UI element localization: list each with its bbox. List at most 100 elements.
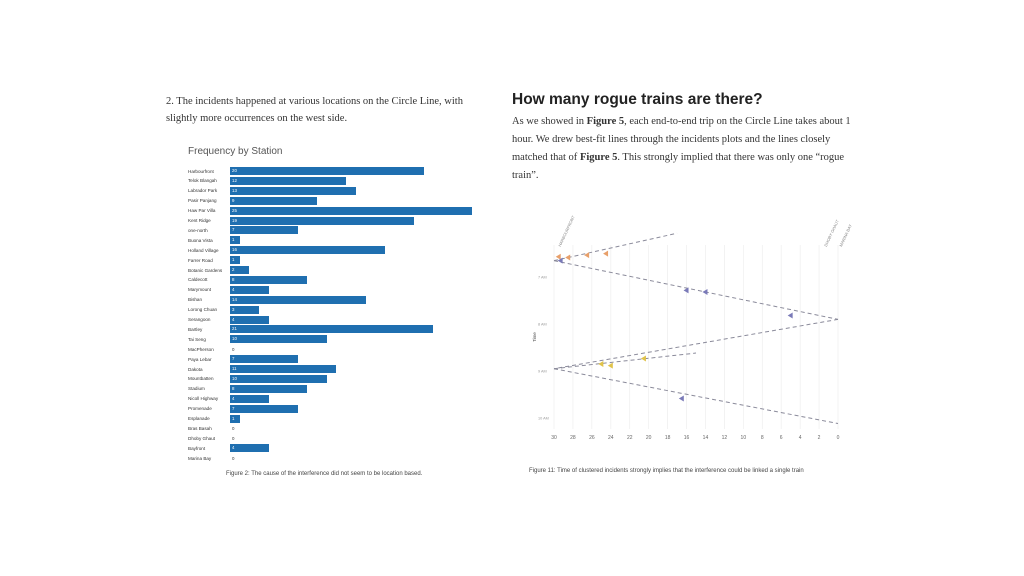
x-tick-label: 24	[608, 435, 614, 441]
x-tick-label: 6	[780, 435, 783, 441]
bar: 12	[230, 176, 347, 185]
bar-label: Lorong Chuan	[188, 307, 218, 313]
bar-value: 1	[232, 257, 235, 263]
bar-row: Buona Vista 1	[188, 235, 240, 245]
explanation-paragraph: As we showed in Figure 5, each end-to-en…	[512, 113, 857, 185]
bar-value: 4	[232, 316, 235, 322]
y-tick-label: 7 AM	[538, 275, 547, 279]
bar-value: 10	[232, 375, 237, 381]
bar-label: Paya Lebar	[188, 356, 212, 362]
bar-row: Telok Blangah 12	[188, 176, 347, 186]
bar-value: 10	[232, 336, 237, 342]
trend-line	[553, 352, 697, 370]
bar: 25	[230, 206, 472, 215]
bar: 21	[230, 325, 434, 334]
data-point	[607, 362, 613, 369]
data-point	[565, 254, 571, 261]
bar-row: Bayfront 4	[188, 443, 269, 453]
bar-value: 25	[232, 207, 237, 213]
x-tick-label: 0	[837, 435, 840, 441]
y-tick-label: 10 AM	[538, 416, 549, 420]
bar-value: 2	[232, 267, 235, 272]
station-label: HARBOURFRONT	[557, 214, 576, 247]
para-text-1: As we showed in	[512, 116, 587, 127]
bar-row: Marymount 4	[188, 285, 269, 295]
y-tick-label: 8 AM	[538, 322, 547, 326]
bar-value: 9	[232, 197, 235, 203]
bar-label: Bras Basah	[188, 425, 212, 431]
bar-label: Esplanade	[188, 416, 210, 421]
x-tick-label: 26	[589, 435, 595, 441]
bar-label: Bartley	[188, 326, 203, 332]
bar-row: Kent Ridge 19	[188, 216, 414, 226]
bar-value: 20	[232, 168, 237, 173]
bar-row: Pasir Panjang 9	[188, 196, 318, 206]
station-label: MARINA BAY	[838, 223, 853, 247]
bar: 4	[230, 394, 269, 403]
data-point	[640, 355, 646, 362]
bar-label: Telok Blangah	[188, 178, 217, 184]
x-tick-label: 2	[818, 435, 821, 441]
bar-value: 8	[232, 276, 235, 282]
bar-value: 4	[232, 445, 235, 451]
bar-label: Marina Bay	[188, 455, 212, 461]
bar-label: Buona Vista	[188, 237, 213, 243]
figure-11-caption: Figure 11: Time of clustered incidents s…	[529, 468, 804, 474]
bar-value: 0	[232, 425, 235, 431]
bar-value: 7	[232, 356, 235, 362]
bar-value: 13	[232, 187, 237, 193]
trend-line	[553, 232, 678, 262]
bar-label: Kent Ridge	[188, 218, 211, 223]
bar: 14	[230, 295, 366, 304]
data-point	[678, 395, 684, 402]
bar-value: 0	[232, 435, 235, 441]
bar-row: Nicoll Highway 4	[188, 394, 269, 404]
y-tick-label: 9 AM	[538, 369, 547, 373]
bar-value: 19	[232, 217, 237, 223]
bar-value: 7	[232, 227, 235, 233]
y-axis-label: Time	[532, 332, 537, 342]
bar-label: Harbourfront	[188, 168, 214, 174]
bar-value: 11	[232, 366, 237, 371]
bar: 3	[230, 305, 260, 314]
bar-row: Esplanade 1	[188, 414, 240, 424]
figure-5-ref: Figure 5	[586, 116, 625, 127]
data-point	[557, 257, 563, 264]
data-point	[702, 288, 708, 295]
bar-row: Bishan 14	[188, 295, 366, 305]
bar-row: Caldecott 8	[188, 275, 308, 285]
bar: 7	[230, 226, 298, 235]
bar-row: Farrer Road 1	[188, 255, 240, 265]
bar-label: Labrador Park	[188, 188, 218, 194]
bar-row: Holland Village 16	[188, 245, 385, 255]
bar-label: Bayfront	[188, 445, 206, 451]
bar-value: 3	[232, 306, 235, 312]
para-text-2: , each end-to-end trip on the Circle Lin…	[512, 116, 851, 163]
bar: 2	[230, 266, 250, 274]
bar: 19	[230, 216, 414, 225]
bar-label: Promenade	[188, 406, 212, 412]
bar-row: Lorong Chuan 3	[188, 305, 260, 315]
bar-row: Botanic Gardens 2	[188, 265, 250, 275]
bar-value: 1	[232, 237, 235, 243]
x-tick-label: 4	[799, 435, 802, 441]
bar-value: 16	[232, 247, 237, 253]
bar: 7	[230, 404, 298, 413]
data-point	[603, 250, 609, 257]
bar-label: Farrer Road	[188, 257, 213, 263]
figure-2-caption: Figure 2: The cause of the interference …	[226, 471, 423, 477]
x-tick-label: 20	[646, 435, 652, 441]
bar-value: 0	[232, 346, 235, 352]
bar-value: 21	[232, 326, 237, 332]
data-point	[598, 361, 604, 368]
bar: 8	[230, 275, 308, 284]
x-tick-label: 10	[741, 435, 747, 441]
x-tick-label: 16	[684, 435, 690, 441]
bar-label: one-north	[188, 227, 208, 233]
bar-row: one-north 7	[188, 225, 298, 235]
bar-label: Tai Seng	[188, 336, 206, 342]
bar-row: Labrador Park 13	[188, 186, 356, 196]
bar-label: Holland Village	[188, 247, 219, 253]
section-heading: How many rogue trains are there?	[512, 91, 763, 108]
bar-value: 12	[232, 177, 237, 183]
